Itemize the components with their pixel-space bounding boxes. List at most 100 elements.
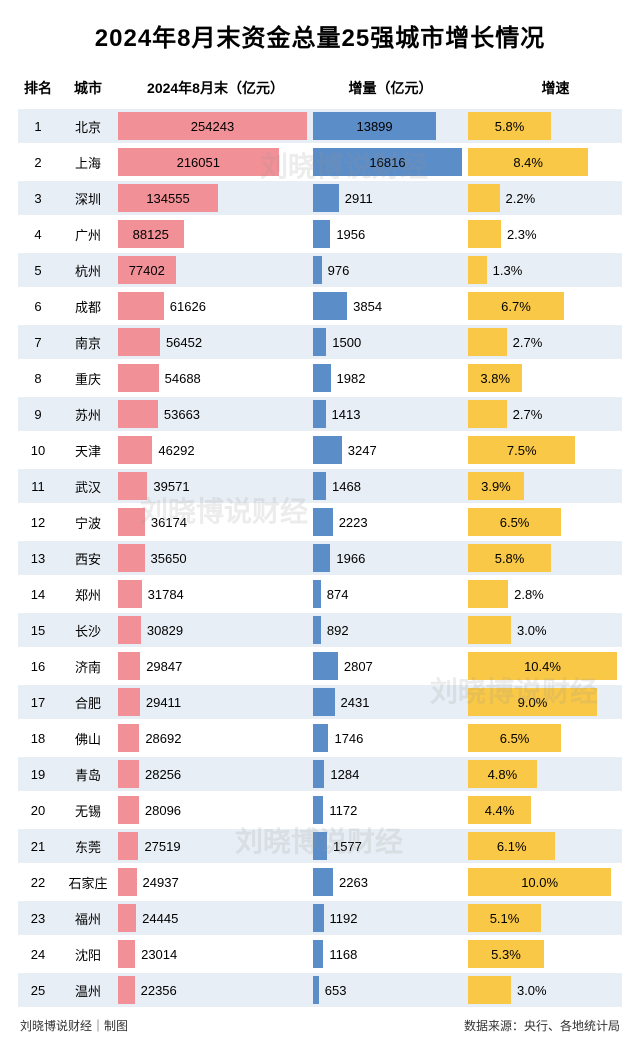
cell-increase-label: 1577: [333, 829, 362, 863]
cell-total-label: 29847: [146, 649, 182, 683]
cell-increase-bar: [313, 580, 321, 608]
cell-growth: 3.0%: [468, 613, 623, 647]
cell-city: 石家庄: [58, 873, 118, 892]
cell-increase-bar: [313, 292, 347, 320]
cell-growth: 5.8%: [468, 541, 623, 575]
cell-total-bar: [118, 796, 139, 824]
cell-increase-bar: [313, 868, 333, 896]
cell-increase-bar: [313, 328, 326, 356]
table-row: 23福州2444511925.1%: [18, 901, 622, 935]
cell-city: 西安: [58, 549, 118, 568]
cell-increase-bar: [313, 220, 330, 248]
cell-total-label: 29411: [146, 685, 181, 719]
cell-rank: 17: [18, 695, 58, 710]
cell-growth-label: 2.2%: [506, 181, 536, 215]
cell-growth: 5.3%: [468, 937, 623, 971]
table-row: 4广州8812519562.3%: [18, 217, 622, 251]
cell-increase: 1413: [313, 397, 468, 431]
cell-total-bar: [118, 832, 138, 860]
cell-increase-label: 1413: [332, 397, 361, 431]
col-header-total: 2024年8月末（亿元）: [118, 78, 313, 98]
cell-growth: 5.1%: [468, 901, 623, 935]
cell-total-label: 254243: [118, 109, 307, 143]
cell-total-label: 28692: [145, 721, 181, 755]
cell-growth-label: 6.5%: [468, 505, 561, 539]
cell-increase-bar: [313, 256, 322, 284]
table-row: 9苏州5366314132.7%: [18, 397, 622, 431]
cell-rank: 6: [18, 299, 58, 314]
cell-rank: 9: [18, 407, 58, 422]
cell-total-label: 24937: [143, 865, 179, 899]
cell-city: 成都: [58, 297, 118, 316]
cell-total: 77402: [118, 253, 313, 287]
cell-increase: 16816: [313, 145, 468, 179]
cell-increase-label: 2223: [339, 505, 368, 539]
cell-total: 30829: [118, 613, 313, 647]
table-row: 8重庆5468819823.8%: [18, 361, 622, 395]
cell-increase-bar: [313, 904, 324, 932]
cell-growth: 3.8%: [468, 361, 623, 395]
cell-total: 27519: [118, 829, 313, 863]
cell-total-label: 27519: [144, 829, 180, 863]
cell-city: 济南: [58, 657, 118, 676]
table-row: 3深圳13455529112.2%: [18, 181, 622, 215]
cell-city: 重庆: [58, 369, 118, 388]
cell-increase-label: 1192: [330, 901, 358, 935]
cell-total: 216051: [118, 145, 313, 179]
cell-city: 福州: [58, 909, 118, 928]
cell-total-bar: [118, 328, 160, 356]
cell-growth-bar: [468, 616, 511, 644]
cell-increase-label: 1966: [336, 541, 365, 575]
cell-growth: 5.8%: [468, 109, 623, 143]
cell-total: 53663: [118, 397, 313, 431]
cell-increase: 1468: [313, 469, 468, 503]
cell-total-bar: [118, 472, 147, 500]
cell-growth-label: 3.9%: [468, 469, 524, 503]
cell-city: 北京: [58, 117, 118, 136]
cell-total-bar: [118, 616, 141, 644]
cell-total: 46292: [118, 433, 313, 467]
table-row: 20无锡2809611724.4%: [18, 793, 622, 827]
cell-growth-bar: [468, 580, 508, 608]
cell-increase: 2431: [313, 685, 468, 719]
cell-increase: 1284: [313, 757, 468, 791]
cell-increase: 874: [313, 577, 468, 611]
cell-growth: 2.3%: [468, 217, 623, 251]
cell-increase-bar: [313, 760, 324, 788]
cell-growth-bar: [468, 256, 487, 284]
cell-growth: 10.4%: [468, 649, 623, 683]
cell-city: 天津: [58, 441, 118, 460]
cell-increase-bar: [313, 436, 342, 464]
cell-growth-label: 4.4%: [468, 793, 531, 827]
cell-increase-bar: [313, 688, 335, 716]
cell-increase-label: 1746: [334, 721, 363, 755]
table-row: 18佛山2869217466.5%: [18, 721, 622, 755]
cell-increase-bar: [313, 472, 326, 500]
cell-total-label: 28256: [145, 757, 181, 791]
cell-increase: 3247: [313, 433, 468, 467]
cell-increase-bar: [313, 796, 323, 824]
cell-rank: 18: [18, 731, 58, 746]
cell-growth: 4.8%: [468, 757, 623, 791]
cell-increase: 1500: [313, 325, 468, 359]
cell-total-label: 39571: [153, 469, 189, 503]
cell-increase-label: 1500: [332, 325, 361, 359]
page-title: 2024年8月末资金总量25强城市增长情况: [18, 18, 622, 53]
cell-total: 24937: [118, 865, 313, 899]
cell-total-label: 134555: [118, 181, 218, 215]
cell-increase-label: 2431: [341, 685, 370, 719]
cell-growth-label: 2.8%: [514, 577, 544, 611]
cell-increase-label: 1284: [330, 757, 359, 791]
cell-growth: 2.2%: [468, 181, 623, 215]
cell-increase-label: 1982: [337, 361, 366, 395]
cell-growth-label: 2.7%: [513, 397, 543, 431]
cell-total-label: 35650: [151, 541, 187, 575]
cell-total-label: 56452: [166, 325, 202, 359]
table-row: 11武汉3957114683.9%: [18, 469, 622, 503]
col-header-increase: 增量（亿元）: [313, 78, 468, 98]
table-body: 1北京254243138995.8%2上海216051168168.4%3深圳1…: [18, 109, 622, 1007]
table-row: 19青岛2825612844.8%: [18, 757, 622, 791]
table-row: 12宁波3617422236.5%: [18, 505, 622, 539]
cell-rank: 16: [18, 659, 58, 674]
cell-growth: 6.5%: [468, 721, 623, 755]
